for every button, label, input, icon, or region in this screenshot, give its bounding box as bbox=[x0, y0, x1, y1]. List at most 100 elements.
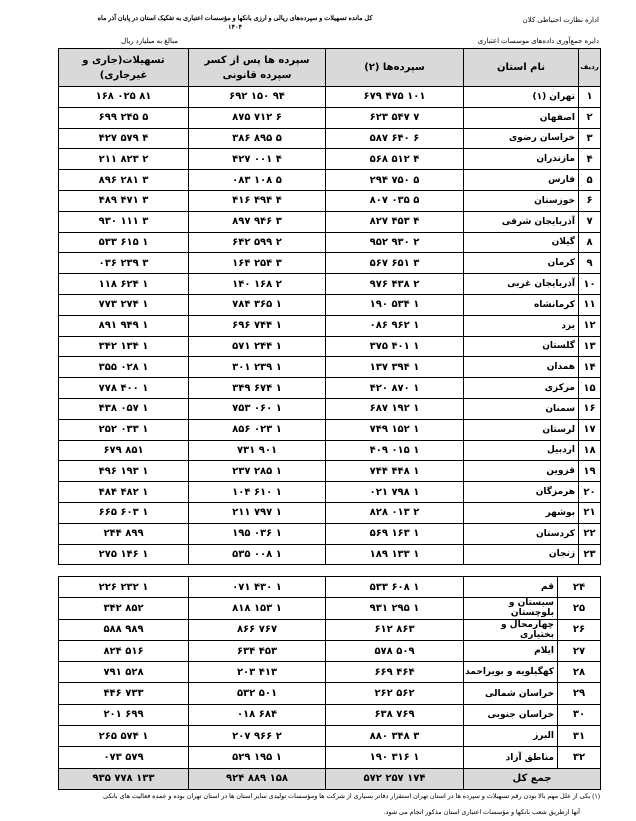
table-row: ۶ خوزستان ۵ ۰۳۵ ۸۰۷ ۴ ۴۹۴ ۴۱۶ ۳ ۴۷۱ ۴۸۹ bbox=[58, 189, 601, 212]
table-row: ۲۰ هرمزگان ۱ ۷۹۸ ۰۲۱ ۱ ۶۱۰ ۱۰۴ ۱ ۴۸۲ ۴۸۴ bbox=[58, 481, 601, 503]
table-row: ۳۰ خراسان جنوبی ۷۶۹ ۶۳۸ ۶۸۴ ۰۱۸ ۶۹۹ ۲۰۱ bbox=[58, 703, 601, 727]
deposits-net-cell: ۲ ۱۶۸ ۱۴۰ bbox=[188, 273, 326, 295]
deposits-net-cell: ۱ ۰۲۳ ۸۵۶ bbox=[188, 418, 326, 441]
row-number-cell: ۵ bbox=[578, 169, 601, 191]
provinces-table-part1: ردیف نام استان سپرده‌ها (۲) سپرده ها پس … bbox=[58, 48, 601, 566]
table-row: ۹ کرمان ۳ ۶۵۱ ۵۶۷ ۳ ۲۵۴ ۱۶۴ ۳ ۲۳۹ ۰۳۶ bbox=[58, 252, 601, 275]
deposits-cell: ۱ ۸۷۰ ۴۲۰ bbox=[325, 377, 464, 399]
loans-cell: ۱ ۰۳۳ ۲۵۲ bbox=[58, 418, 189, 441]
header-row-number: ردیف bbox=[578, 48, 601, 87]
table-row: ۸ گیلان ۲ ۹۳۰ ۹۵۲ ۲ ۵۹۹ ۶۴۲ ۱ ۶۱۵ ۵۳۳ bbox=[58, 231, 601, 254]
deposits-net-cell: ۱ ۶۷۴ ۳۴۹ bbox=[188, 377, 326, 399]
unit-label: مبالغ به میلیارد ریال bbox=[121, 38, 178, 45]
province-name-cell: زنجان bbox=[463, 543, 579, 566]
deposits-net-cell: ۱ ۲۳۹ ۳۰۱ bbox=[188, 356, 326, 379]
deposits-cell: ۱ ۲۹۵ ۹۳۱ bbox=[325, 597, 464, 620]
table-row: ۲۲ کردستان ۱ ۱۶۳ ۵۶۹ ۱ ۰۳۶ ۱۹۵ ۸۹۹ ۲۴۴ bbox=[58, 522, 601, 545]
table-row: ۲ اصفهان ۷ ۵۴۷ ۶۲۳ ۶ ۷۱۲ ۸۷۵ ۵ ۲۴۵ ۶۹۹ bbox=[58, 106, 601, 129]
deposits-cell: ۱ ۴۰۱ ۳۷۵ bbox=[325, 335, 464, 358]
total-deposits-net: ۱۵۸ ۸۸۹ ۹۲۴ bbox=[188, 767, 326, 790]
deposits-cell: ۴۶۴ ۶۶۹ bbox=[325, 661, 464, 684]
table-row: ۱۶ سمنان ۱ ۱۹۲ ۶۸۷ ۱ ۰۶۰ ۷۵۳ ۱ ۰۵۷ ۴۳۸ bbox=[58, 397, 601, 420]
loans-cell: ۴ ۵۷۹ ۴۲۷ bbox=[58, 127, 189, 150]
table-row: ۱۷ لرستان ۱ ۱۵۲ ۷۴۹ ۱ ۰۲۳ ۸۵۶ ۱ ۰۳۳ ۲۵۲ bbox=[58, 418, 601, 441]
row-number-cell: ۷ bbox=[578, 210, 601, 233]
deposits-cell: ۱ ۰۱۵ ۴۰۹ bbox=[325, 439, 464, 462]
loans-cell: ۱ ۰۲۸ ۳۵۵ bbox=[58, 356, 189, 379]
table-row: ۳ خراسان رضوی ۶ ۶۴۰ ۵۸۷ ۵ ۸۹۵ ۳۸۶ ۴ ۵۷۹ ۴۲۷ bbox=[58, 127, 601, 150]
deposits-cell: ۳ ۶۵۱ ۵۶۷ bbox=[325, 252, 464, 275]
deposits-net-cell: ۴۱۳ ۲۰۳ bbox=[188, 661, 326, 684]
deposits-net-cell: ۹۰۱ ۷۳۱ bbox=[188, 439, 326, 462]
table-row: ۲۱ بوشهر ۲ ۰۱۳ ۸۲۸ ۱ ۷۹۷ ۲۱۱ ۱ ۶۰۳ ۶۶۵ bbox=[58, 501, 601, 524]
row-number-cell: ۱۶ bbox=[578, 397, 601, 420]
loans-cell: ۸۵۱ ۶۷۹ bbox=[58, 439, 189, 462]
deposits-cell: ۶ ۶۴۰ ۵۸۷ bbox=[325, 127, 464, 150]
table-row: ۷ آذربایجان شرقی ۴ ۴۵۳ ۸۲۷ ۳ ۹۴۶ ۸۹۷ ۳ ۱۱۱ ۹… bbox=[58, 210, 601, 233]
deposits-cell: ۱ ۱۳۳ ۱۸۹ bbox=[325, 543, 464, 566]
table-row: ۲۳ زنجان ۱ ۱۳۳ ۱۸۹ ۱ ۰۰۸ ۵۳۵ ۱ ۱۴۶ ۲۷۵ bbox=[58, 543, 601, 566]
total-loans: ۱۳۳ ۷۷۸ ۹۳۵ bbox=[58, 767, 189, 790]
row-number-cell: ۱۰ bbox=[578, 273, 601, 295]
deposits-cell: ۴ ۵۱۲ ۵۶۸ bbox=[325, 148, 464, 171]
province-name-cell: مرکزی bbox=[463, 377, 579, 399]
table-row: ۱۴ همدان ۱ ۳۹۴ ۱۳۷ ۱ ۲۳۹ ۳۰۱ ۱ ۰۲۸ ۳۵۵ bbox=[58, 356, 601, 379]
loans-cell: ۳ ۴۷۱ ۴۸۹ bbox=[58, 189, 189, 212]
province-name-cell: سمنان bbox=[463, 397, 579, 420]
row-number-cell: ۸ bbox=[578, 231, 601, 254]
deposits-net-cell: ۱ ۲۸۵ ۲۳۷ bbox=[188, 460, 326, 483]
deposits-cell: ۵ ۷۵۰ ۲۹۴ bbox=[325, 169, 464, 191]
table-row: ۱۱ کرمانشاه ۱ ۵۳۴ ۱۹۰ ۱ ۳۶۵ ۷۸۴ ۱ ۲۷۴ ۷۷۳ bbox=[58, 293, 601, 316]
deposits-cell: ۱ ۱۶۳ ۵۶۹ bbox=[325, 522, 464, 545]
deposits-net-cell: ۲ ۵۹۹ ۶۴۲ bbox=[188, 231, 326, 254]
deposits-cell: ۳ ۳۴۸ ۸۸۰ bbox=[325, 725, 464, 748]
row-number-cell: ۱ bbox=[578, 86, 601, 108]
province-name-cell: آذربایجان شرقی bbox=[463, 210, 579, 233]
province-name-cell: کرمان bbox=[463, 252, 579, 275]
province-name-cell: قم bbox=[463, 575, 558, 599]
row-number-cell: ۲۱ bbox=[578, 501, 601, 524]
deposits-cell: ۱ ۳۱۶ ۱۹۰ bbox=[325, 746, 464, 769]
row-number-cell: ۳ bbox=[578, 127, 601, 150]
deposits-net-cell: ۱ ۳۶۵ ۷۸۴ bbox=[188, 293, 326, 316]
loans-cell: ۱ ۲۷۴ ۷۷۳ bbox=[58, 293, 189, 316]
province-name-cell: اردبیل bbox=[463, 439, 579, 462]
row-number-cell: ۲۵ bbox=[557, 597, 601, 620]
table-row: ۱ تهران (۱) ۱۰۱ ۴۷۵ ۶۷۹ ۹۴ ۱۵۰ ۶۹۲ ۸۱ ۰۲۵ ۱۶… bbox=[58, 86, 601, 108]
deposits-net-cell: ۵۰۱ ۵۳۲ bbox=[188, 682, 326, 705]
row-number-cell: ۴ bbox=[578, 148, 601, 171]
deposits-cell: ۱ ۷۹۸ ۰۲۱ bbox=[325, 481, 464, 503]
row-number-cell: ۱۲ bbox=[578, 314, 601, 337]
loans-cell: ۱ ۹۴۹ ۸۹۱ bbox=[58, 314, 189, 337]
row-number-cell: ۱۷ bbox=[578, 418, 601, 441]
table-row: ۱۸ اردبیل ۱ ۰۱۵ ۴۰۹ ۹۰۱ ۷۳۱ ۸۵۱ ۶۷۹ bbox=[58, 439, 601, 462]
deposits-cell: ۷ ۵۴۷ ۶۲۳ bbox=[325, 106, 464, 129]
deposits-net-cell: ۵ ۸۹۵ ۳۸۶ bbox=[188, 127, 326, 150]
deposits-net-cell: ۲ ۹۶۶ ۲۰۷ bbox=[188, 725, 326, 748]
loans-cell: ۱ ۱۹۳ ۴۹۶ bbox=[58, 460, 189, 483]
table-row: ۲۸ کهگیلویه و بویراحمد ۴۶۴ ۶۶۹ ۴۱۳ ۲۰۳ ۵۲۸ ۷… bbox=[58, 661, 601, 684]
deposits-cell: ۱ ۳۹۴ ۱۳۷ bbox=[325, 356, 464, 379]
deposits-cell: ۲ ۹۳۰ ۹۵۲ bbox=[325, 231, 464, 254]
loans-cell: ۱ ۴۰۰ ۷۷۸ bbox=[58, 377, 189, 399]
deposits-net-cell: ۱ ۰۰۸ ۵۳۵ bbox=[188, 543, 326, 566]
row-number-cell: ۲۲ bbox=[578, 522, 601, 545]
loans-cell: ۷۳۳ ۴۴۶ bbox=[58, 682, 189, 705]
division-label: دایره جمع‌آوری داده‌های موسسات اعتباری bbox=[477, 38, 599, 45]
loans-cell: ۵۲۸ ۷۹۱ bbox=[58, 661, 189, 684]
loans-cell: ۱ ۶۱۵ ۵۳۳ bbox=[58, 231, 189, 254]
table-row: ۱۰ آذربایجان غربی ۲ ۴۳۸ ۹۷۶ ۲ ۱۶۸ ۱۴۰ ۱ ۶۲۴ … bbox=[58, 273, 601, 295]
loans-cell: ۳ ۲۳۹ ۰۳۶ bbox=[58, 252, 189, 275]
table-row: ۵ فارس ۵ ۷۵۰ ۲۹۴ ۵ ۱۰۸ ۰۸۳ ۳ ۲۸۱ ۸۹۶ bbox=[58, 169, 601, 191]
row-number-cell: ۱۳ bbox=[578, 335, 601, 358]
row-number-cell: ۲ bbox=[578, 106, 601, 129]
province-name-cell: ایلام bbox=[463, 639, 558, 663]
provinces-table-part2: ۲۴ قم ۱ ۶۰۸ ۵۳۳ ۱ ۴۳۰ ۰۷۱ ۱ ۲۳۲ ۲۲۶ ۲۵ سیستان … bbox=[58, 575, 601, 790]
row-number-cell: ۲۸ bbox=[557, 661, 601, 684]
deposits-cell: ۱ ۶۰۸ ۵۳۳ bbox=[325, 575, 464, 599]
deposits-net-cell: ۹۴ ۱۵۰ ۶۹۲ bbox=[188, 86, 326, 108]
province-name-cell: مازندران bbox=[463, 148, 579, 171]
deposits-net-cell: ۱ ۲۴۴ ۵۷۱ bbox=[188, 335, 326, 358]
footnote-line2: آنها ازطریق شعب بانکها و مؤسسات اعتباری … bbox=[383, 809, 580, 816]
loans-cell: ۳ ۲۸۱ ۸۹۶ bbox=[58, 169, 189, 191]
